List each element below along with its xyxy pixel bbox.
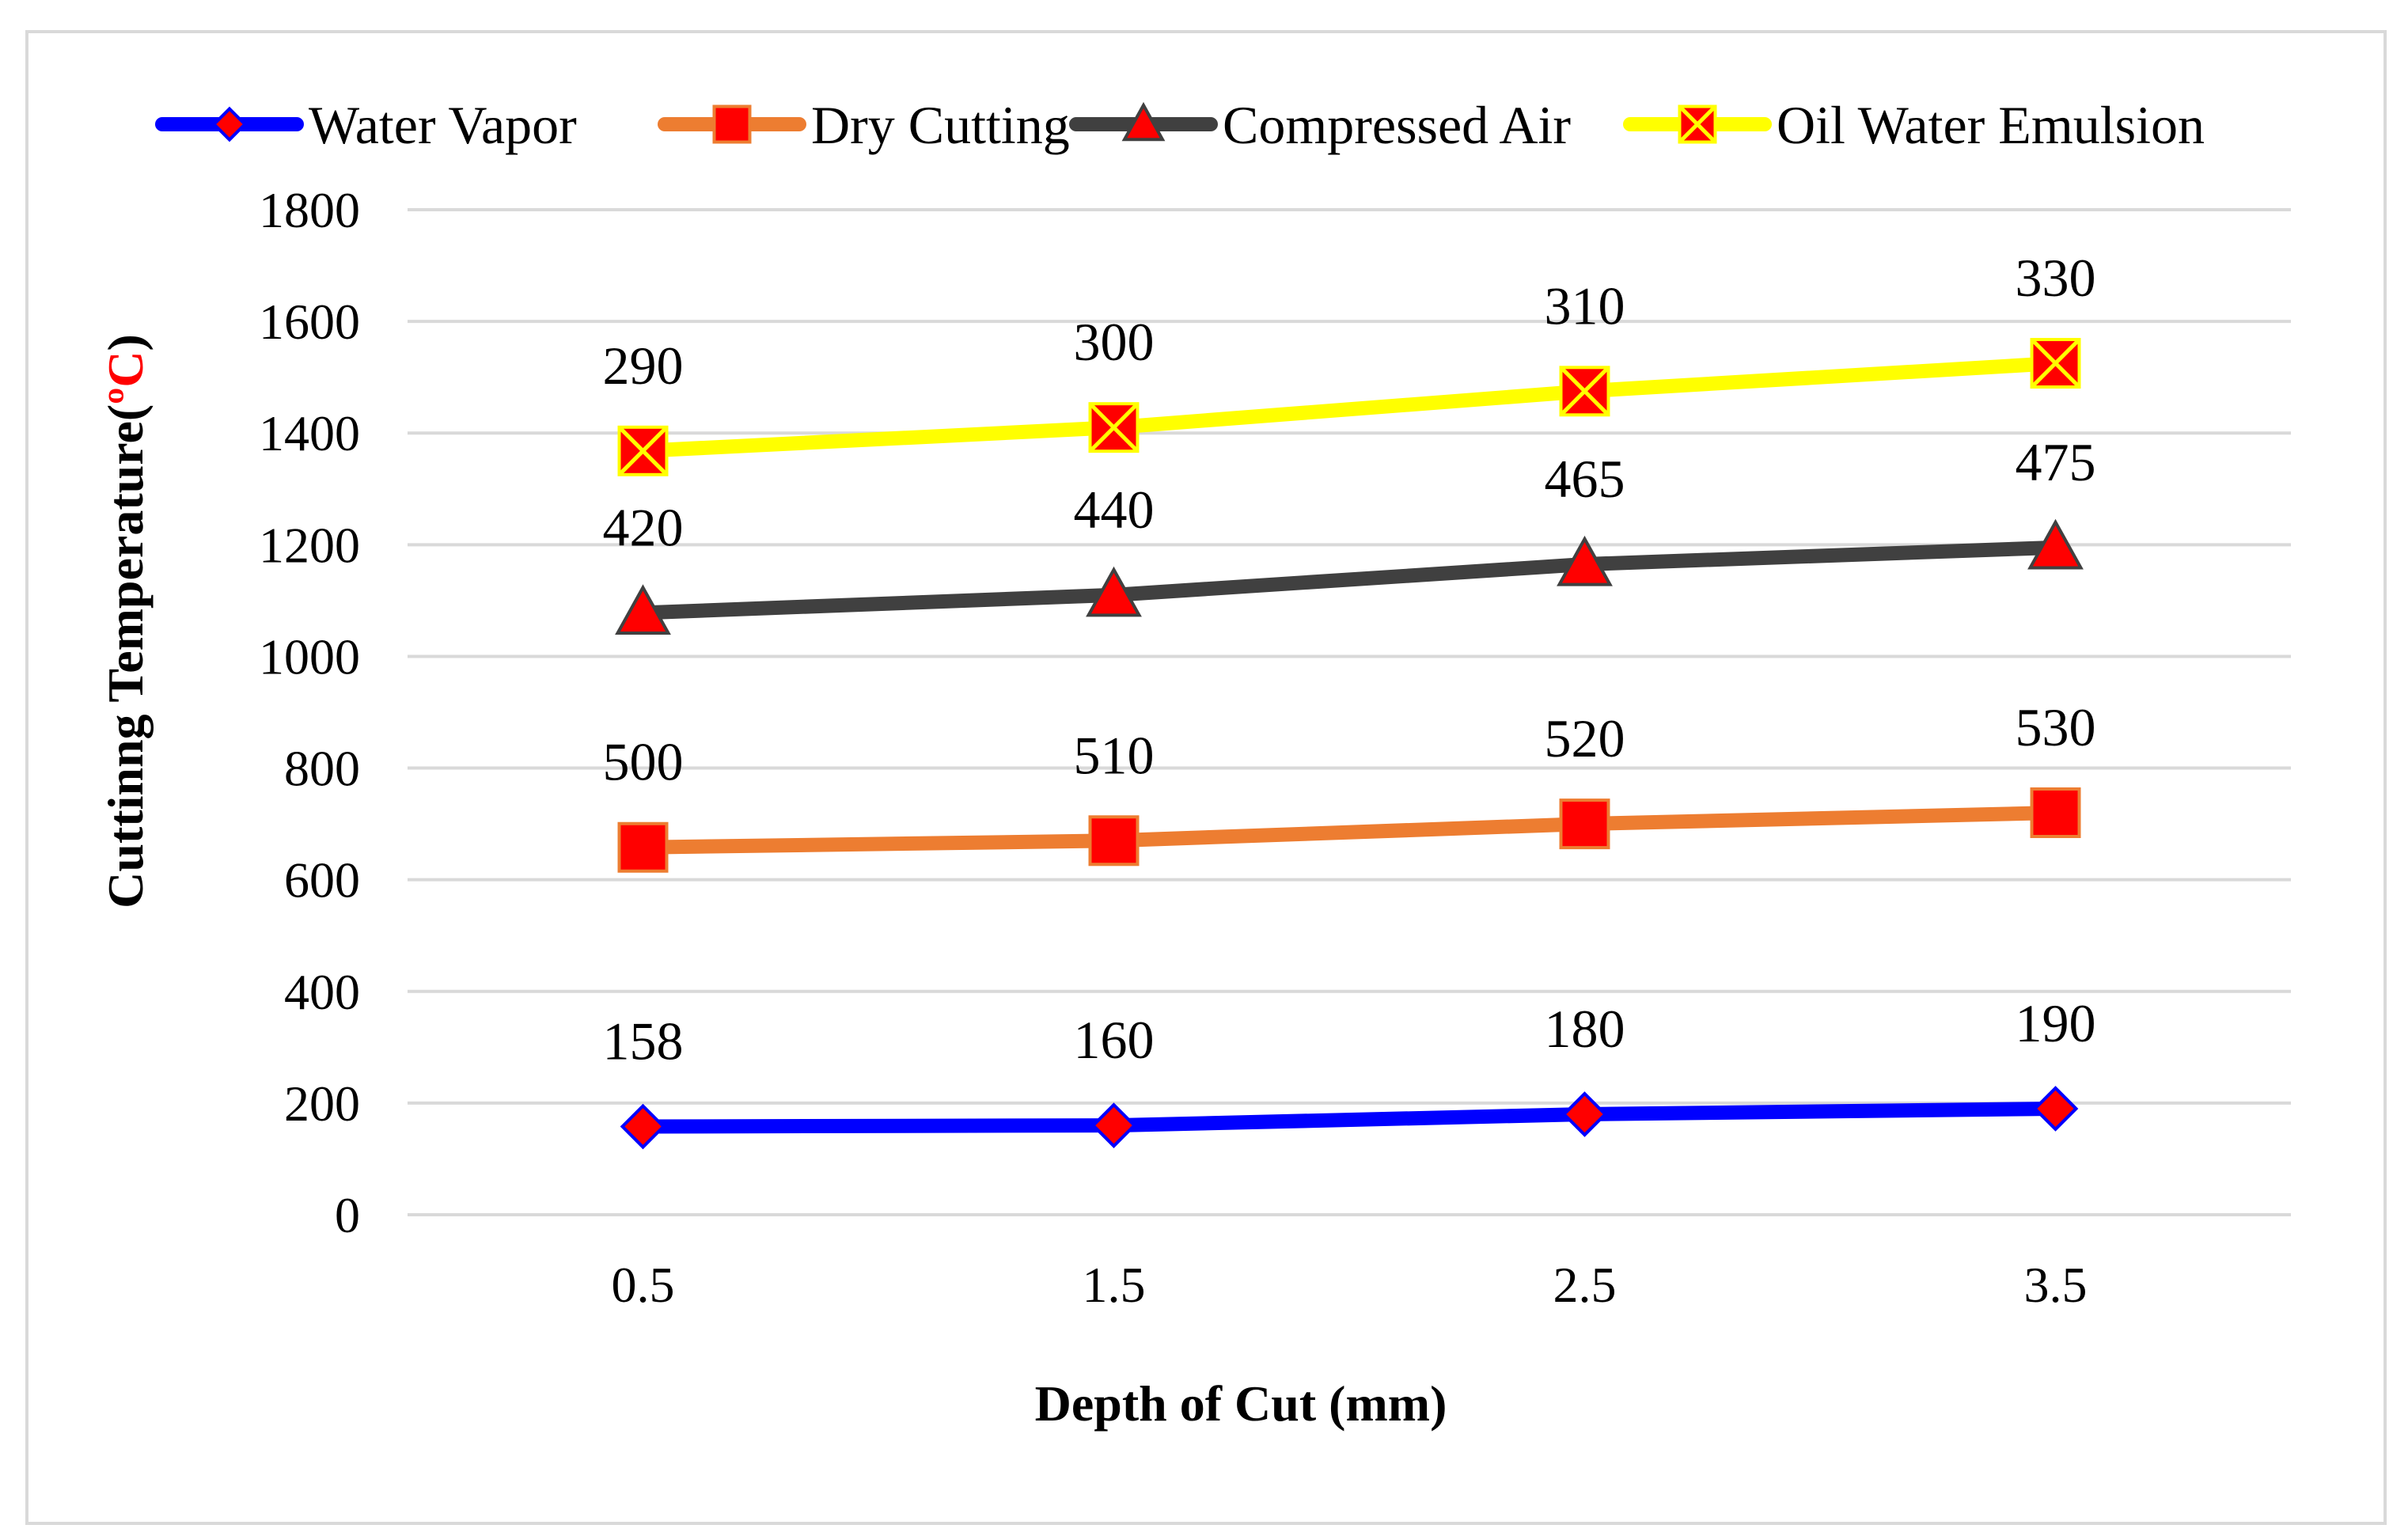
data-point-marker xyxy=(2032,1086,2079,1132)
data-label: 500 xyxy=(603,732,684,792)
legend-label: Oil Water Emulsion xyxy=(1777,95,2205,155)
data-point-marker xyxy=(615,584,671,635)
y-tick-label: 800 xyxy=(284,741,360,797)
data-label: 420 xyxy=(603,497,684,557)
data-label: 190 xyxy=(2016,993,2096,1053)
series-line xyxy=(635,806,2063,855)
legend-item: Water Vapor xyxy=(155,95,577,155)
x-tick-label: 1.5 xyxy=(1083,1257,1146,1313)
y-tick-label: 200 xyxy=(284,1075,360,1132)
data-label: 160 xyxy=(1074,1010,1155,1070)
x-tick-label: 3.5 xyxy=(2024,1257,2088,1313)
data-point-marker xyxy=(1559,798,1610,850)
legend-item: Dry Cutting xyxy=(658,95,1070,155)
x-axis-title: Depth of Cut (mm) xyxy=(1035,1375,1447,1432)
legend-swatch-marker xyxy=(1678,104,1717,144)
y-tick-label: 0 xyxy=(335,1187,360,1243)
legend-label: Water Vapor xyxy=(309,95,577,155)
data-point-marker xyxy=(1088,815,1140,867)
x-axis-ticks: 0.5 1.5 2.5 3.5 xyxy=(612,1257,2088,1313)
y-tick-label: 600 xyxy=(284,852,360,908)
data-label: 465 xyxy=(1545,449,1625,509)
y-tick-label: 1800 xyxy=(259,182,360,238)
data-label: 310 xyxy=(1545,275,1625,336)
series-oil-water-emulsion xyxy=(617,338,2081,476)
data-labels: 158 160 180 190 500 510 520 530 420 440 465 475 290 3… xyxy=(603,248,2096,1071)
legend-swatch-marker xyxy=(1121,101,1166,142)
legend-swatch-marker xyxy=(712,104,752,144)
series-line xyxy=(635,540,2063,620)
data-label: 290 xyxy=(603,336,684,396)
data-point-marker xyxy=(620,1103,666,1150)
data-point-marker xyxy=(1557,535,1613,586)
y-tick-label: 1600 xyxy=(259,294,360,350)
data-point-marker xyxy=(2030,338,2081,389)
data-point-marker xyxy=(617,821,669,873)
legend-label: Dry Cutting xyxy=(811,95,1070,155)
x-tick-label: 2.5 xyxy=(1553,1257,1617,1313)
series-water-vapor xyxy=(620,1086,2079,1150)
legend-label: Compressed Air xyxy=(1223,95,1571,155)
data-point-marker xyxy=(617,425,669,476)
legend-item: Oil Water Emulsion xyxy=(1623,95,2205,155)
data-point-marker xyxy=(1561,1091,1608,1137)
y-tick-label: 1000 xyxy=(259,628,360,685)
y-axis-title-close: ) xyxy=(97,334,154,351)
data-label: 330 xyxy=(2016,248,2096,308)
data-point-marker xyxy=(2027,518,2084,570)
y-axis-title: Cuttinng Temperature(ºC) xyxy=(97,334,154,908)
data-label: 475 xyxy=(2016,432,2096,492)
series-group xyxy=(615,338,2084,1150)
data-label: 510 xyxy=(1074,725,1155,785)
y-axis-title-unit: ºC xyxy=(97,351,154,404)
data-point-marker xyxy=(1090,1102,1137,1148)
data-point-marker xyxy=(2030,787,2081,838)
legend-swatch-marker xyxy=(211,106,248,142)
data-label: 300 xyxy=(1074,312,1155,372)
data-point-marker xyxy=(1559,366,1610,417)
y-tick-label: 400 xyxy=(284,964,360,1020)
chart-border xyxy=(25,30,2387,1525)
series-line xyxy=(635,356,2063,458)
legend-item: Compressed Air xyxy=(1069,95,1571,155)
data-label: 158 xyxy=(603,1011,684,1072)
series-compressed-air xyxy=(615,518,2084,635)
legend: Water Vapor Dry Cutting Compressed Air Oil … xyxy=(155,95,2205,155)
x-tick-label: 0.5 xyxy=(612,1257,675,1313)
y-axis-ticks: 0 200 400 600 800 1000 1200 1400 1600 1800 xyxy=(259,182,360,1243)
y-tick-label: 1400 xyxy=(259,405,360,461)
data-label: 520 xyxy=(1545,708,1625,768)
data-label: 530 xyxy=(2016,697,2096,757)
y-axis-title-main: Cuttinng Temperature( xyxy=(97,404,154,908)
series-dry-cutting xyxy=(617,787,2081,873)
y-tick-label: 1200 xyxy=(259,517,360,573)
data-point-marker xyxy=(1086,566,1142,617)
data-point-marker xyxy=(1088,402,1140,453)
data-label: 440 xyxy=(1074,480,1155,540)
series-line xyxy=(635,1101,2063,1134)
data-label: 180 xyxy=(1545,999,1625,1059)
